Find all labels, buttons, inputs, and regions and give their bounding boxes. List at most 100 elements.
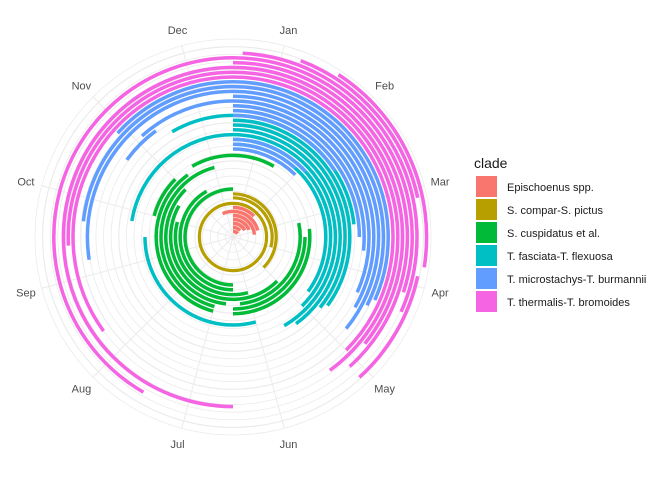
- month-label: Dec: [168, 25, 188, 37]
- polar-grid: [34, 38, 432, 436]
- legend-title: clade: [474, 155, 508, 171]
- flowering-band: [337, 73, 429, 268]
- month-label: Oct: [17, 177, 34, 189]
- legend: clade Epischoenus spp. S. compar-S. pictu…: [474, 155, 646, 312]
- flowering-band: [81, 84, 234, 222]
- flowering-band: [232, 192, 278, 269]
- flowering-band: [125, 129, 157, 161]
- legend-label: S. compar-S. pictus: [507, 205, 603, 217]
- flowering-band: [232, 205, 256, 218]
- flowering-band: [242, 51, 419, 313]
- flowering-band: [164, 188, 227, 306]
- flowering-band: [71, 75, 234, 333]
- flowering-band: [358, 275, 420, 379]
- flowering-band: [232, 60, 410, 368]
- flowering-band: [232, 94, 376, 309]
- legend-swatch: [476, 291, 497, 312]
- flowering-band: [232, 99, 371, 294]
- flowering-band: [140, 99, 234, 138]
- flowering-band: [173, 221, 249, 297]
- flowering-band: [232, 196, 274, 248]
- flowering-band: [232, 228, 312, 316]
- flowering-band: [232, 84, 386, 307]
- legend-label: S. cuspidatus et al.: [507, 228, 600, 240]
- flowering-band: [221, 209, 234, 216]
- flowering-band: [232, 209, 260, 231]
- legend-label: Epischoenus spp.: [507, 182, 594, 194]
- grid-ring: [186, 190, 280, 284]
- flowering-band: [171, 113, 234, 134]
- flowering-band: [61, 65, 234, 409]
- legend-entries: Epischoenus spp. S. compar-S. pictus S. cu…: [476, 176, 646, 312]
- grid-ring: [224, 228, 242, 246]
- flowering-band: [66, 70, 234, 246]
- month-label: Aug: [72, 384, 92, 396]
- grid-ring: [148, 152, 318, 322]
- flowering-band: [232, 147, 297, 177]
- flowering-band: [232, 104, 366, 251]
- month-axis-labels: Jan Feb Mar Apr May Jun Jul Aug Sep Oct Nov Dec: [16, 25, 450, 451]
- flowering-band: [232, 113, 337, 172]
- legend-swatch: [476, 176, 497, 197]
- month-label: Jun: [280, 439, 298, 451]
- grid-ring: [80, 84, 386, 390]
- flowering-band: [232, 217, 251, 231]
- month-label: Jul: [170, 439, 184, 451]
- month-label: Apr: [432, 288, 449, 300]
- flowering-band: [232, 142, 297, 170]
- flowering-band: [239, 222, 302, 306]
- month-label: Nov: [72, 80, 92, 92]
- flowering-band: [232, 70, 400, 372]
- flowering-band: [232, 89, 381, 330]
- flowering-band: [159, 165, 215, 309]
- month-label: Feb: [375, 80, 394, 92]
- flowering-band: [232, 221, 247, 232]
- flowering-band: [232, 56, 414, 293]
- month-label: Mar: [431, 177, 450, 189]
- flowering-band: [178, 189, 234, 292]
- flowering-bands: [52, 51, 429, 409]
- flowering-band: [154, 173, 214, 313]
- flowering-band: [232, 153, 275, 168]
- flowering-band: [152, 178, 177, 217]
- flowering-band: [52, 56, 234, 394]
- flowering-band: [232, 75, 395, 352]
- grid-ring: [118, 122, 348, 352]
- flowering-band: [300, 59, 420, 199]
- month-label: Jan: [280, 25, 298, 37]
- flowering-band: [232, 80, 390, 301]
- flowering-band: [197, 201, 269, 273]
- flowering-band: [232, 118, 352, 307]
- month-label: Sep: [16, 288, 36, 300]
- legend-swatch: [476, 222, 497, 243]
- flowering-band: [232, 137, 307, 173]
- flowering-band: [191, 153, 234, 168]
- grid-ring: [34, 38, 432, 436]
- legend-swatch: [476, 199, 497, 220]
- flowering-band: [232, 108, 362, 238]
- month-label: May: [374, 384, 395, 396]
- flowering-band: [232, 132, 338, 328]
- flowering-band: [143, 236, 257, 327]
- flowering-band: [85, 89, 234, 261]
- flowering-band: [183, 187, 234, 287]
- flowering-band: [232, 213, 257, 236]
- flowering-band: [232, 123, 347, 309]
- legend-label: T. thermalis-T. bromoides: [507, 297, 630, 309]
- legend-swatch: [476, 245, 497, 266]
- legend-label: T. fasciata-T. flexuosa: [507, 251, 614, 263]
- grid-ring: [42, 46, 424, 428]
- flowering-band: [232, 65, 405, 345]
- flowering-band: [130, 132, 234, 222]
- flowering-band: [232, 229, 239, 235]
- legend-swatch: [476, 268, 497, 289]
- flowering-band: [116, 80, 234, 135]
- flowering-band: [232, 128, 342, 326]
- flowering-band: [232, 225, 242, 232]
- flowering-band: [168, 204, 279, 302]
- grid-ring: [209, 213, 257, 261]
- flowering-band: [232, 236, 307, 311]
- grid-ring: [65, 69, 401, 405]
- grid-ring: [202, 206, 264, 268]
